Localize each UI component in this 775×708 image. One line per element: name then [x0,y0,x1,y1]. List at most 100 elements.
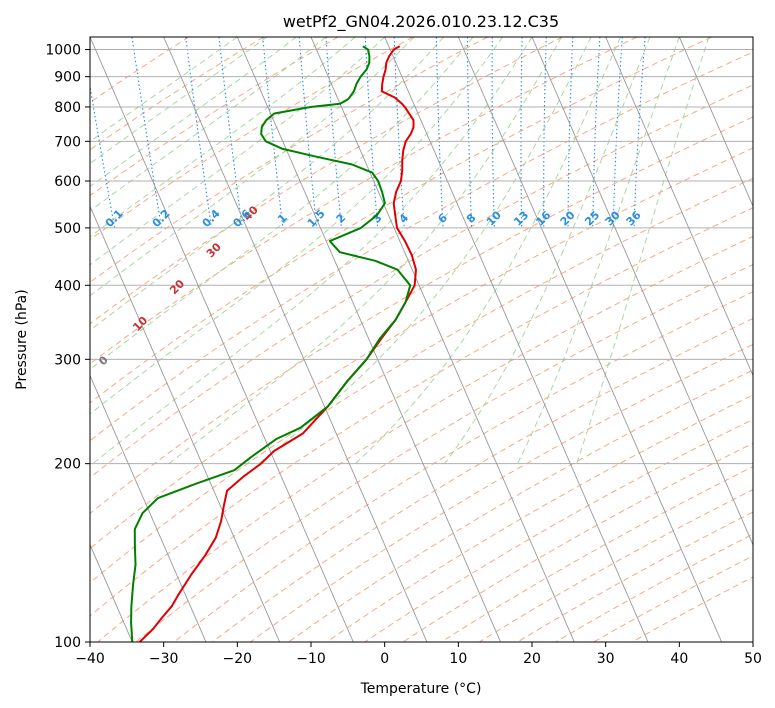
dry-adiabat [402,442,753,642]
dry-adiabat [90,207,753,617]
dry-adiabat [97,235,753,642]
x-tick-label: −10 [296,651,326,667]
moist-adiabat [258,37,592,465]
mixing-ratio-line [185,37,212,228]
x-tick-label: −40 [75,651,105,667]
y-tick-label: 600 [54,174,81,190]
y-tick-label: 1000 [45,43,81,59]
mixing-ratio-label: 25 [582,209,602,229]
x-tick-label: 10 [449,651,467,667]
dry-adiabat [90,37,563,325]
mixing-ratio-line [218,37,243,228]
axis-ticks: −40 −30 −20 −10 0 10 20 30 40 5010020030040050060… [45,43,762,667]
moist-adiabat [90,37,503,415]
chart-title: wetPf2_GN04.2026.010.23.12.C35 [283,12,559,32]
dry-adiabat [555,533,753,642]
isotherm-line [752,37,753,39]
mixing-ratio-label: 16 [533,208,553,228]
y-tick-label: 200 [54,457,81,473]
moist-adiabat [92,37,533,465]
dry-adiabat [593,555,753,642]
mixing-ratio-label: 1 [275,211,290,226]
moist-adiabat [444,37,651,464]
mixing-ratio-line [435,37,444,228]
mixing-ratio-line [592,37,601,228]
dry-adiabat [479,488,753,642]
dry-adiabat [90,51,753,442]
dry-adiabat [211,317,753,642]
moist-adiabat [90,37,386,266]
moist-adiabat [90,37,415,297]
moist-adiabat [576,37,710,464]
moist-adiabat [90,37,327,212]
mixing-ratio-label: 30 [603,208,623,228]
mixing-ratio-label: 13 [511,209,531,229]
moist-adiabat [90,37,268,165]
moist-adiabat [90,37,444,331]
mixing-ratio-line [491,37,495,228]
y-tick-label: 700 [54,134,81,150]
mixing-ratio-label: 4 [397,211,412,226]
mixing-ratio-label: 1.5 [305,207,328,230]
y-tick-label: 900 [54,70,81,86]
x-tick-label: 40 [670,651,688,667]
isotherm-line [163,37,428,642]
x-tick-label: −30 [149,651,179,667]
plot-frame [89,36,754,643]
isotherm-line [531,37,753,546]
x-tick-label: 0 [380,651,389,667]
mixing-ratio-label: 2 [334,211,349,226]
isotherm-line [678,37,753,208]
mixing-ratio-label: 0.4 [200,207,223,230]
moist-adiabat [90,37,238,143]
x-tick-label: 30 [597,651,615,667]
isotherm-label: -10 [55,386,78,409]
isotherm-label: 10 [130,314,150,334]
dewpoint-profile [130,45,412,642]
y-tick-label: 100 [54,635,81,651]
dry-adiabat [631,576,753,642]
y-tick-label: 800 [54,100,81,116]
isotherm-line [384,37,649,642]
isotherm-line [605,37,753,377]
moist-adiabat [90,37,356,238]
y-tick-label: 300 [54,352,81,368]
y-tick-label: 500 [54,221,81,237]
moist-adiabat [90,37,474,370]
mixing-ratio-line [567,37,574,228]
moist-adiabat [168,37,562,465]
moist-adiabat [355,37,621,465]
isotherm-label: 20 [167,277,187,297]
isotherm-line [457,37,723,642]
dry-adiabat [326,394,753,642]
dry-adiabat [90,147,753,550]
dry-adiabat [90,37,339,197]
mixing-ratio-label: 36 [624,208,644,228]
x-tick-label: −20 [223,651,253,667]
x-tick-label: 50 [744,651,762,667]
dry-adiabat [364,418,753,642]
mixing-ratio-line [520,37,523,228]
isotherm-line [90,37,354,642]
isotherm-label: -30 [0,459,5,482]
y-axis-label: Pressure (hPa) [14,289,30,389]
x-tick-label: 20 [523,651,541,667]
dry-adiabat [90,37,488,283]
isotherm-label: 0 [96,353,111,368]
dry-adiabat [90,37,264,151]
moist-adiabat [90,37,297,188]
mixing-ratio-line [131,37,163,228]
x-axis-label: Temperature (°C) [360,681,482,697]
dry-adiabat [90,116,753,515]
isotherm-label: -20 [18,423,41,446]
y-tick-label: 400 [54,278,81,294]
axes-frame [89,36,754,643]
mixing-ratio-line [90,83,116,228]
dry-adiabat [250,343,753,642]
dry-adiabat [440,466,753,642]
plot-area: -100-90-80-70-60-50-40-30-20-10010203040… [0,37,753,642]
temperature-profile [138,45,417,642]
dry-adiabat [90,37,712,404]
dry-adiabat [90,37,638,365]
